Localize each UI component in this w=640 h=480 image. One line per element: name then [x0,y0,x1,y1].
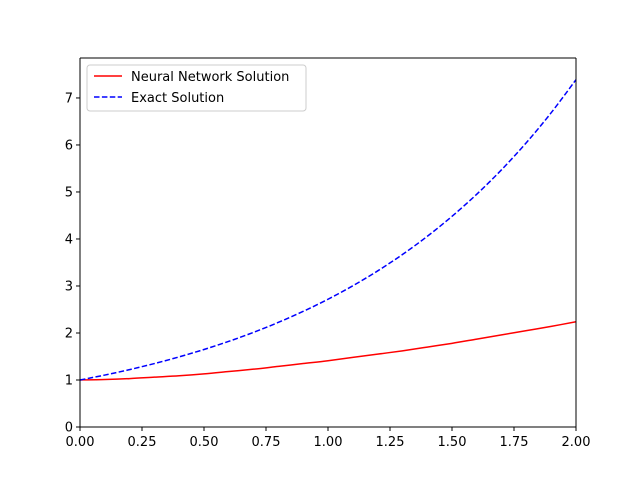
plot-area [80,58,576,427]
y-tick-label: 3 [65,279,73,294]
x-tick-label: 0.75 [252,435,281,450]
x-tick-label: 1.75 [500,435,529,450]
series-line-neural-network [79,320,577,381]
x-axis-ticks: 0.00 0.25 0.50 0.75 1.00 1.25 1.50 1.75 2.00 [66,427,591,450]
x-tick-label: 2.00 [562,435,591,450]
legend-box [86,64,307,112]
x-tick-label: 0.00 [66,435,95,450]
y-tick-label: 4 [65,232,73,247]
y-tick-label: 5 [65,185,73,200]
series-line-exact [79,79,577,381]
y-tick-label: 6 [65,138,73,153]
x-tick-label: 1.25 [376,435,405,450]
y-tick-label: 7 [65,91,73,106]
y-tick-label: 0 [65,421,73,436]
legend-label-exact: Exact Solution [131,91,224,106]
x-tick-label: 1.00 [314,435,343,450]
x-tick-label: 0.25 [128,435,157,450]
series-layer [79,79,577,381]
y-tick-label: 2 [65,326,73,341]
legend: Neural Network Solution Exact Solution [86,64,307,112]
x-tick-label: 0.50 [190,435,219,450]
y-axis-ticks: 0 1 2 3 4 5 6 7 [65,91,80,436]
legend-label-neural-network: Neural Network Solution [131,70,289,85]
x-tick-label: 1.50 [438,435,467,450]
y-tick-label: 1 [65,373,73,388]
